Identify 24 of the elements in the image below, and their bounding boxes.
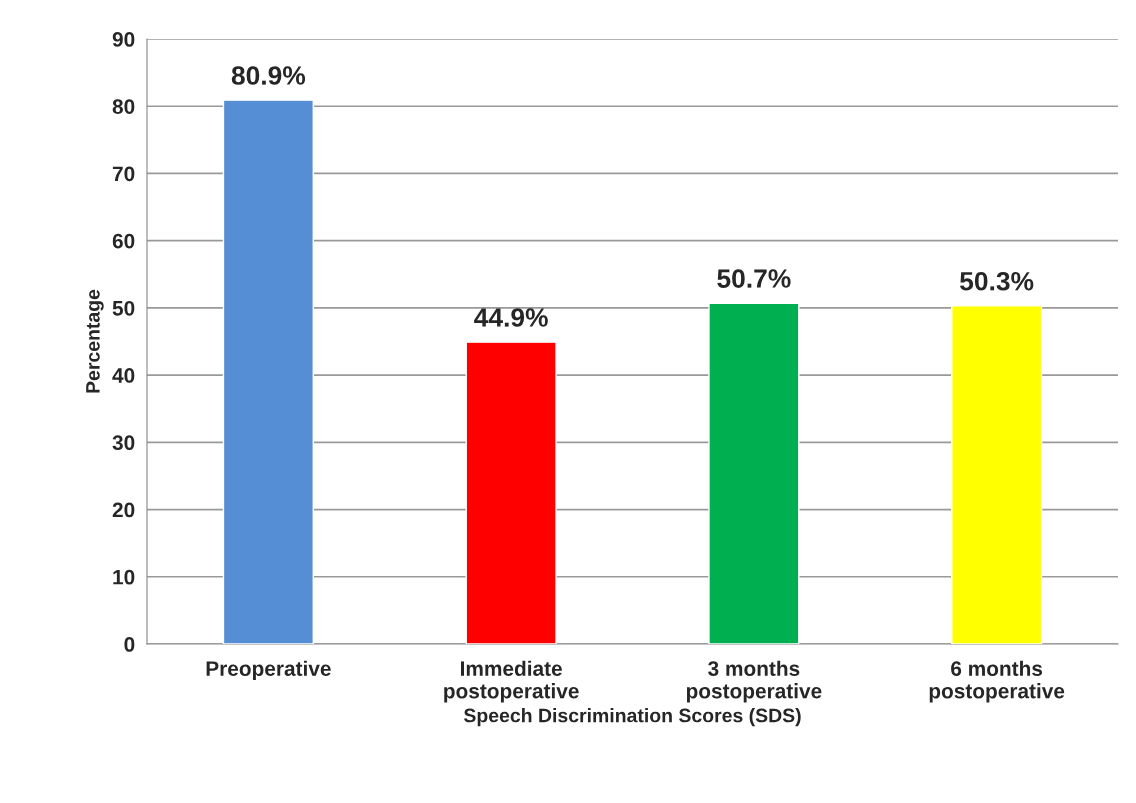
x-tick-label: 6 months postoperative — [929, 660, 1065, 703]
y-tick-label: 70 — [112, 166, 135, 182]
bar — [951, 305, 1043, 644]
y-tick-label: 60 — [112, 233, 135, 249]
data-label: 50.3% — [960, 271, 1034, 291]
y-tick-label: 50 — [112, 300, 135, 316]
y-tick-label: 30 — [112, 435, 135, 451]
y-tick-label: 20 — [112, 502, 135, 518]
x-tick-label: 3 months postoperative — [686, 660, 822, 703]
y-tick-label: 40 — [112, 368, 135, 383]
y-axis-title: Percentage — [86, 289, 104, 393]
data-label: 50.7% — [717, 269, 791, 288]
data-label: 44.9% — [474, 308, 548, 327]
bar — [465, 341, 557, 644]
x-tick-label: Immediate postoperative — [444, 660, 579, 703]
data-label: 80.9% — [231, 66, 306, 85]
bar — [222, 99, 314, 644]
x-axis-title: Speech Discrimination Scores (SDS) — [463, 708, 801, 727]
bar — [708, 302, 800, 644]
y-tick-label: 90 — [112, 32, 135, 47]
y-tick-label: 10 — [113, 569, 135, 585]
y-tick-label: 0 — [124, 637, 135, 652]
x-tick-label: Preoperative — [206, 660, 331, 681]
y-tick-label: 80 — [112, 99, 135, 114]
